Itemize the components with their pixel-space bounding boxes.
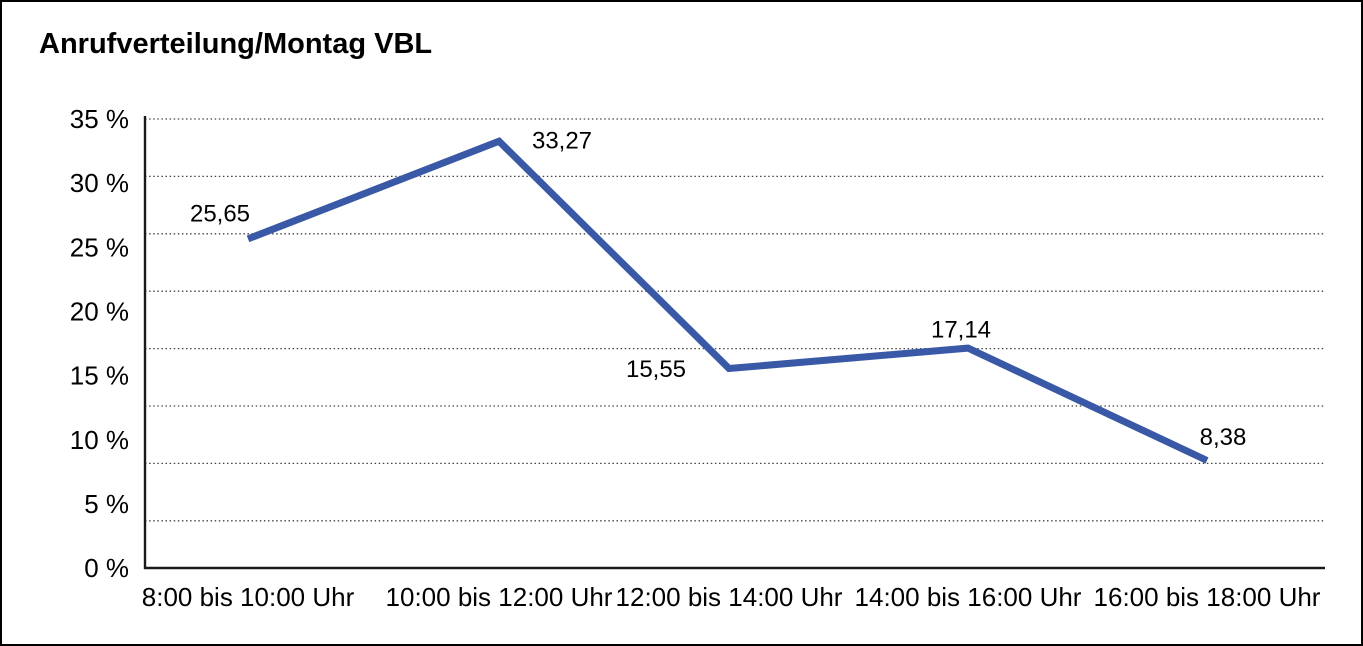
x-axis-category-label: 10:00 bis 12:00 Uhr (386, 582, 613, 612)
data-point-label: 33,27 (532, 128, 592, 155)
y-axis-tick-label: 15 % (70, 361, 129, 391)
x-axis-category-label: 8:00 bis 10:00 Uhr (142, 582, 355, 612)
y-axis-tick-label: 10 % (70, 425, 129, 455)
data-point-label: 25,65 (190, 200, 250, 227)
series-line (246, 137, 1209, 464)
x-axis-category-label: 14:00 bis 16:00 Uhr (855, 582, 1082, 612)
y-axis-tick-label: 20 % (70, 297, 129, 327)
x-axis-category-label: 16:00 bis 18:00 Uhr (1094, 582, 1321, 612)
y-axis-tick-label: 0 % (84, 553, 129, 583)
data-point-label: 8,38 (1200, 424, 1247, 451)
chart-title: Anrufverteilung/Montag VBL (39, 28, 433, 60)
y-axis-tick-label: 5 % (84, 489, 129, 519)
y-axis-tick-label: 30 % (70, 168, 129, 198)
y-axis-tick-label: 35 % (70, 104, 129, 134)
data-point-label: 15,55 (626, 356, 686, 383)
data-point-label: 17,14 (931, 317, 991, 344)
x-axis-category-label: 12:00 bis 14:00 Uhr (616, 582, 843, 612)
y-axis-tick-label: 25 % (70, 232, 129, 262)
